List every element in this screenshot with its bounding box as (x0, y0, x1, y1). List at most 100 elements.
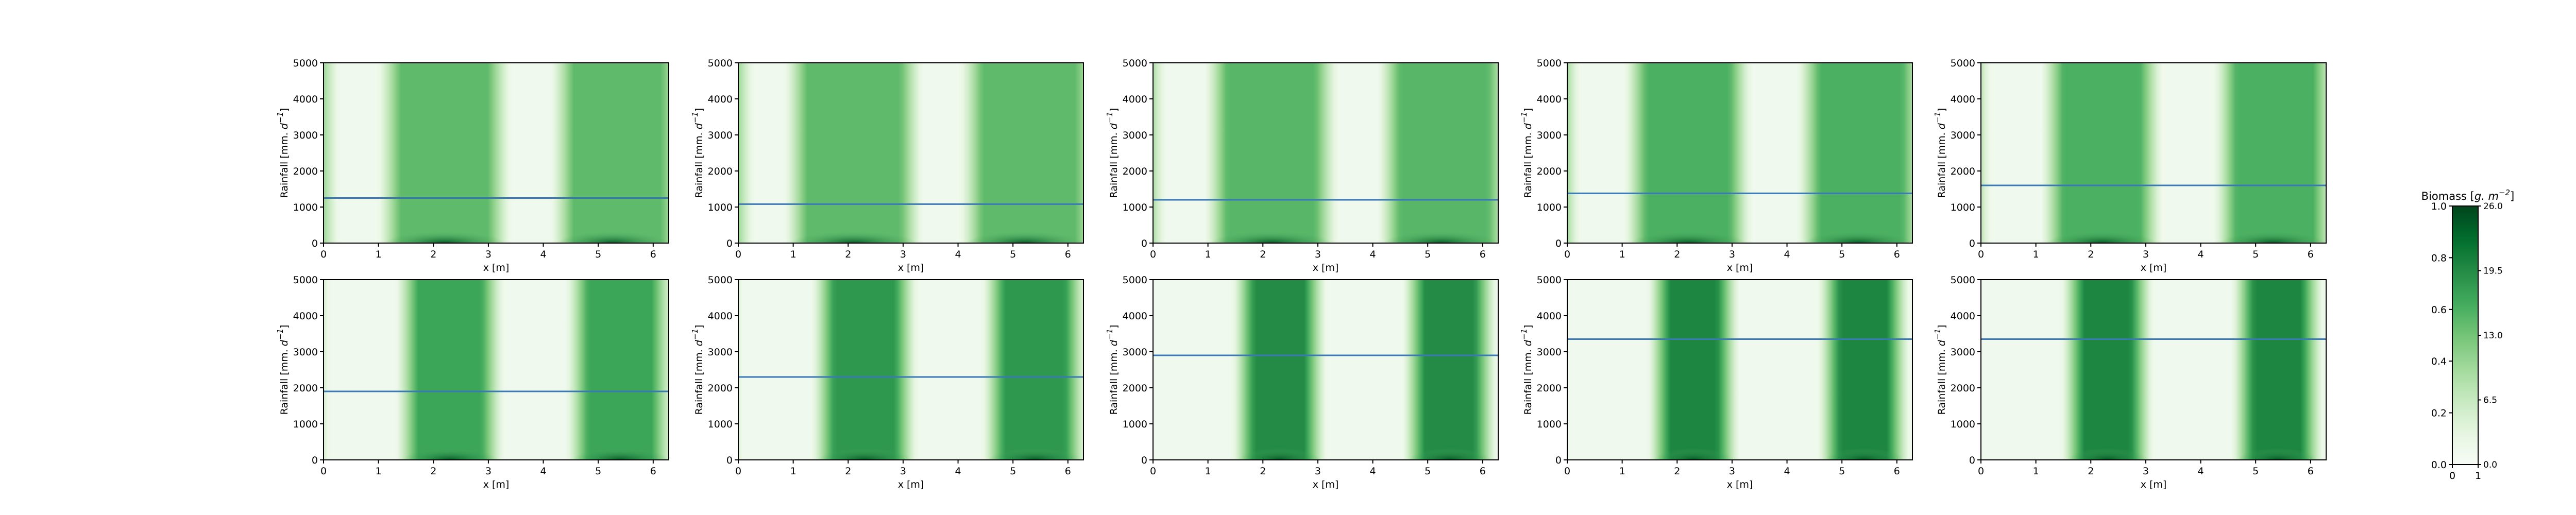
colorbar-right-tick-label: 19.5 (2483, 266, 2503, 277)
y-tick-label: 3000 (1951, 130, 1975, 141)
y-tick-label: 2000 (1123, 383, 1147, 394)
x-tick-label: 3 (1729, 249, 1735, 260)
x-tick-label: 2 (430, 249, 436, 260)
y-tick-label: 3000 (1123, 130, 1147, 141)
x-tick-label: 1 (790, 466, 796, 477)
band-edge (401, 436, 498, 460)
band-edge (2046, 219, 2157, 243)
y-axis-label: Rainfall [mm. d−1] (276, 108, 290, 198)
y-tick-label: 2000 (293, 166, 318, 177)
y-tick-label: 4000 (708, 94, 733, 105)
panel-8: 0 1 2 3 4 5 6 0 1000 2000 3000 4000 5000 x [m] Rainfal… (1105, 274, 1499, 490)
x-tick-label: 5 (1425, 249, 1431, 260)
y-tick-label: 1000 (1537, 202, 1562, 213)
y-tick-label: 5000 (293, 274, 318, 286)
axes-frame (738, 279, 1084, 460)
colorbar-right-tick-label: 6.5 (2483, 396, 2497, 406)
y-axis-label: Rainfall [mm. d−1] (690, 108, 705, 198)
x-tick-label: 5 (1010, 249, 1016, 260)
y-tick-label: 0 (1141, 455, 1147, 466)
x-axis-label: x [m] (898, 262, 924, 273)
colorbar-left-tick-label: 0.0 (2431, 459, 2447, 471)
y-tick-label: 5000 (1123, 274, 1147, 286)
x-tick-label: 3 (900, 249, 906, 260)
x-tick-label: 0 (735, 249, 741, 260)
axes-frame (1980, 279, 2327, 460)
band-edge (384, 219, 505, 243)
y-tick-label: 3000 (708, 347, 733, 358)
y-tick-label: 0 (726, 455, 733, 466)
y-tick-label: 2000 (1951, 383, 1975, 394)
x-tick-label: 5 (1010, 466, 1016, 477)
x-tick-label: 0 (1150, 466, 1156, 477)
heatmap (324, 63, 669, 243)
y-tick-label: 5000 (1951, 58, 1975, 69)
heatmap (1153, 63, 1498, 243)
y-tick-label: 5000 (293, 58, 318, 69)
y-tick-label: 0 (312, 455, 318, 466)
panel-2: 0 1 2 3 4 5 6 0 1000 2000 3000 4000 5000 x [m] Rainfal… (690, 58, 1084, 273)
colorbar-left-tick-label: 0.2 (2431, 408, 2447, 419)
x-tick-label: 5 (2252, 466, 2259, 477)
heatmap (1981, 280, 2326, 460)
heatmap (738, 280, 1083, 460)
x-tick-label: 5 (2252, 249, 2259, 260)
x-tick-label: 1 (1619, 249, 1625, 260)
x-tick-label: 3 (2143, 466, 2149, 477)
y-axis-label: Rainfall [mm. d−1] (1519, 325, 1534, 415)
y-tick-label: 1000 (293, 419, 318, 430)
y-tick-label: 3000 (1123, 347, 1147, 358)
x-axis-label: x [m] (2141, 262, 2167, 273)
x-tick-label: 5 (595, 466, 601, 477)
y-axis-label: Rainfall [mm. d−1] (1519, 108, 1534, 198)
y-tick-label: 3000 (293, 347, 318, 358)
x-tick-label: 6 (2308, 249, 2314, 260)
y-tick-label: 0 (312, 238, 318, 249)
x-tick-label: 3 (1315, 249, 1321, 260)
colorbar-right-tick-label: 26.0 (2483, 201, 2503, 212)
x-tick-label: 6 (650, 466, 656, 477)
x-tick-label: 6 (1065, 466, 1071, 477)
axes-frame (738, 62, 1084, 244)
y-tick-label: 1000 (1123, 202, 1147, 213)
axes-frame (1153, 62, 1499, 244)
colorbar-bottom-tick-label: 1 (2475, 470, 2481, 482)
x-tick-label: 3 (1315, 466, 1321, 477)
x-tick-label: 2 (845, 249, 851, 260)
colorbar-left-tick-label: 0.6 (2431, 304, 2447, 316)
y-tick-label: 4000 (1123, 311, 1147, 322)
x-tick-label: 2 (2088, 466, 2094, 477)
x-tick-label: 6 (1065, 249, 1071, 260)
x-tick-label: 1 (376, 466, 382, 477)
x-tick-label: 4 (1784, 249, 1790, 260)
x-tick-label: 2 (430, 466, 436, 477)
x-axis-label: x [m] (483, 262, 510, 273)
axes-frame (1980, 62, 2327, 244)
x-tick-label: 6 (1894, 466, 1900, 477)
y-tick-label: 1000 (293, 202, 318, 213)
x-tick-label: 5 (1839, 466, 1845, 477)
y-tick-label: 2000 (293, 383, 318, 394)
y-axis-label: Rainfall [mm. d−1] (1105, 108, 1120, 198)
x-tick-label: 0 (1978, 466, 1984, 477)
y-axis-label: Rainfall [mm. d−1] (276, 325, 290, 415)
panel-6: 0 1 2 3 4 5 6 0 1000 2000 3000 4000 5000 x [m] Rainfal… (276, 274, 669, 490)
band-edge (1630, 219, 1746, 243)
band-edge (1824, 436, 1904, 460)
x-tick-label: 4 (540, 249, 547, 260)
band-edge (818, 436, 911, 460)
x-tick-label: 1 (2033, 249, 2039, 260)
x-tick-label: 4 (1784, 466, 1790, 477)
x-axis-label: x [m] (1313, 262, 1339, 273)
x-axis-label: x [m] (2141, 479, 2167, 490)
x-tick-label: 0 (1150, 249, 1156, 260)
band-edge (1383, 219, 1498, 243)
band-edge (1238, 436, 1321, 460)
colorbar: Biomass [g. m−2] 0.0 0.2 0.4 0.6 0.8 1.0 0.0 6.5… (2421, 188, 2515, 482)
y-tick-label: 0 (1969, 238, 1975, 249)
x-tick-label: 2 (1260, 249, 1266, 260)
heatmap (324, 280, 669, 460)
y-tick-label: 1000 (1123, 419, 1147, 430)
x-tick-label: 6 (1480, 466, 1486, 477)
